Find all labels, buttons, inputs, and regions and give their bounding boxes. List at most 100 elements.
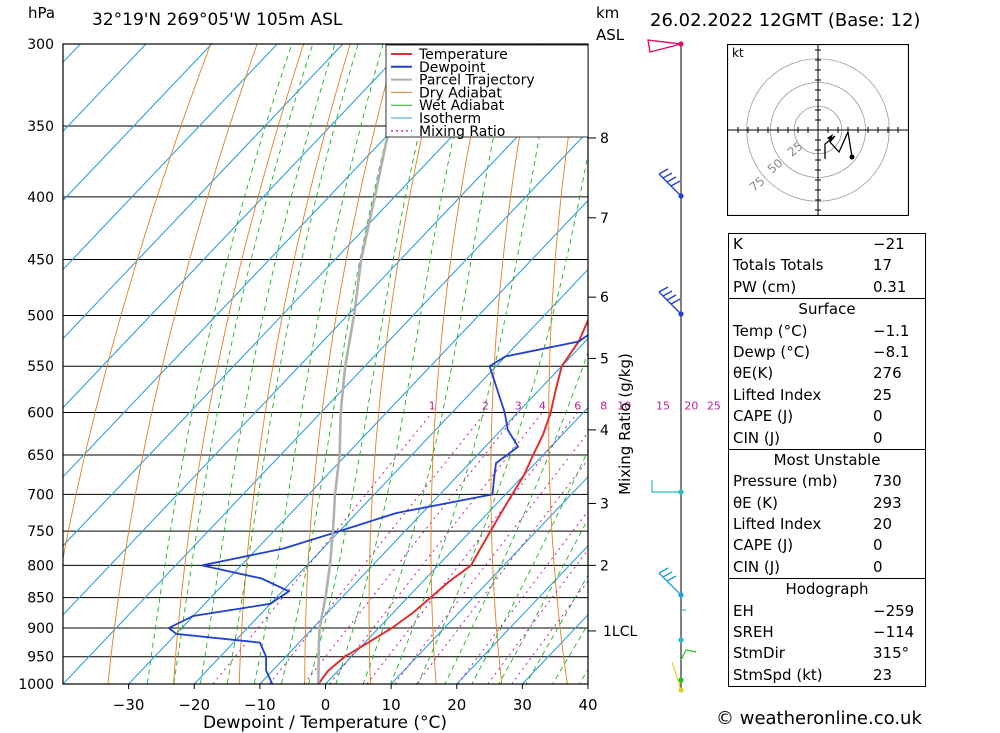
table-row: K −21 xyxy=(729,234,925,255)
table-row: CIN (J) 0 xyxy=(729,428,925,449)
table-section: K −21 Totals Totals 17 PW (cm) 0.31 xyxy=(729,234,925,298)
table-row: CIN (J) 0 xyxy=(729,557,925,578)
table-row: Totals Totals 17 xyxy=(729,255,925,276)
dry-adiabat-line xyxy=(368,44,444,684)
index-table: K −21 Totals Totals 17 PW (cm) 0.31 Surface Tem… xyxy=(728,233,926,688)
table-row: EH −259 xyxy=(729,601,925,622)
mixing-ratio-label: 3 xyxy=(515,399,522,412)
pressure-tick-label: 350 xyxy=(27,119,54,135)
table-row: StmDir 315° xyxy=(729,643,925,664)
dry-adiabat-line xyxy=(304,44,398,684)
table-row: Dewp (°C) −8.1 xyxy=(729,342,925,363)
hodograph-end-dot xyxy=(849,154,855,160)
isotherm-line xyxy=(63,44,213,202)
dewpoint-series xyxy=(167,334,588,684)
temperature-tick-label: 30 xyxy=(513,696,532,714)
table-key: SREH xyxy=(733,623,774,642)
dry-adiabat-line xyxy=(430,44,491,684)
wet-adiabat-line xyxy=(471,449,588,684)
mixing-ratio-label: 10 xyxy=(617,399,631,412)
table-section-title: Most Unstable xyxy=(773,450,881,469)
table-row: StmSpd (kt) 23 xyxy=(729,665,925,686)
table-value: −21 xyxy=(873,235,905,253)
table-value: 0 xyxy=(873,557,883,576)
pressure-tick-label: 700 xyxy=(27,487,54,503)
table-key: θE (K) xyxy=(733,493,778,512)
mixing-ratio-label: 4 xyxy=(539,399,546,412)
pressure-tick-label: 450 xyxy=(27,253,54,269)
location-title: 32°19'N 269°05'W 105m ASL xyxy=(92,10,343,30)
table-row: θE (K) 293 xyxy=(729,493,925,514)
temperature-tick-label: 10 xyxy=(382,696,401,714)
table-key: CIN (J) xyxy=(733,428,781,447)
table-key: Lifted Index xyxy=(733,385,822,404)
table-key: Temp (°C) xyxy=(733,321,808,340)
table-key: Pressure (mb) xyxy=(733,472,838,491)
table-row: Temp (°C) −1.1 xyxy=(729,321,925,342)
legend-entry: Wet Adiabat xyxy=(419,98,505,114)
table-value: 315° xyxy=(873,644,910,663)
mixing-ratio-line xyxy=(268,412,486,684)
hodograph-trace xyxy=(824,129,853,159)
isotherm-line xyxy=(324,406,588,684)
wind-barb-feather xyxy=(670,180,681,187)
wind-barb-feather xyxy=(662,571,673,578)
table-key: K xyxy=(733,235,743,253)
table-key: Lifted Index xyxy=(733,515,822,534)
legend-entry: Mixing Ratio xyxy=(419,124,505,140)
table-key: PW (cm) xyxy=(733,277,797,296)
table-row: PW (cm) 0.31 xyxy=(729,277,925,298)
dry-adiabat-line xyxy=(548,44,584,684)
table-section: Most Unstable Pressure (mb) 730 θE (K) 293 Li… xyxy=(729,448,925,578)
isotherm-line xyxy=(63,130,588,684)
wet-adiabat-line xyxy=(308,44,441,684)
km-tick-label: 2 xyxy=(600,558,609,574)
table-row: Lifted Index 25 xyxy=(729,385,925,406)
table-value: −8.1 xyxy=(873,342,910,361)
legend-box xyxy=(385,44,589,138)
table-value: 730 xyxy=(873,472,902,491)
table-key: CIN (J) xyxy=(733,557,781,576)
km-tick-label: 3 xyxy=(600,496,609,512)
wind-barb-1000 xyxy=(671,661,682,691)
table-key: CAPE (J) xyxy=(733,536,794,555)
mixing-ratio-line xyxy=(511,580,588,684)
wind-barb-feather xyxy=(662,290,673,297)
wet-adiabat-line xyxy=(335,44,475,684)
table-key: Totals Totals xyxy=(733,256,824,275)
mixing-ratio-line xyxy=(394,431,588,684)
wind-barb-feather xyxy=(658,168,669,175)
table-value: 276 xyxy=(873,364,902,383)
temperature-tick-label: −10 xyxy=(244,696,276,714)
table-row: CAPE (J) 0 xyxy=(729,406,925,427)
mixing-ratio-line xyxy=(329,412,543,684)
pressure-tick-label: 800 xyxy=(27,558,54,574)
mixing-ratio-axis-label: Mixing Ratio (g/kg) xyxy=(616,353,634,495)
wind-barb-850 xyxy=(658,572,682,596)
temperature-tick-label: 20 xyxy=(447,696,466,714)
table-value: 23 xyxy=(873,665,893,684)
wind-barb-feather xyxy=(666,294,677,301)
table-value: 25 xyxy=(873,385,893,404)
table-row: Lifted Index 20 xyxy=(729,514,925,535)
hodograph-storm-marker xyxy=(827,134,833,141)
pressure-tick-label: 950 xyxy=(27,650,54,666)
table-value: −114 xyxy=(873,623,915,642)
table-row: Pressure (mb) 730 xyxy=(729,471,925,492)
mixing-ratio-line xyxy=(212,412,433,684)
legend-entry: Isotherm xyxy=(419,111,481,127)
wind-barb-700 xyxy=(651,480,681,493)
wind-barb-950 xyxy=(680,649,697,661)
parcel-trajectory-series xyxy=(317,44,410,684)
height-unit-label: km xyxy=(596,4,620,22)
pressure-tick-label: 300 xyxy=(27,37,54,53)
wind-level-dot xyxy=(678,677,684,683)
wet-adiabat-line xyxy=(253,44,384,684)
isotherm-line xyxy=(63,44,82,64)
temperature-tick-label: 40 xyxy=(578,696,597,714)
km-tick-label: 4 xyxy=(600,423,609,439)
dry-adiabat-line xyxy=(490,44,537,684)
pressure-tick-label: 900 xyxy=(27,621,54,637)
wet-adiabat-line xyxy=(417,152,588,684)
table-key: θE(K) xyxy=(733,364,774,383)
